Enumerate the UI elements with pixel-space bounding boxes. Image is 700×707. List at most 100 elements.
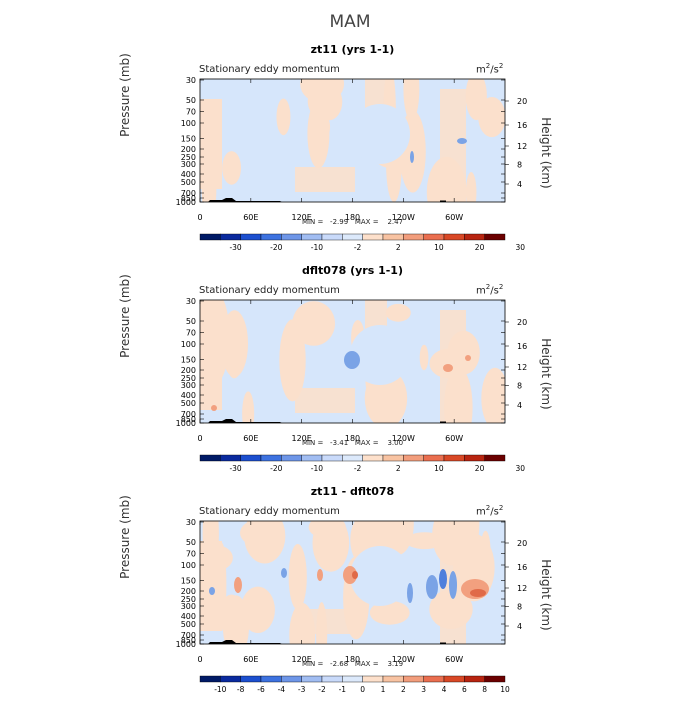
contour-blob — [343, 566, 357, 584]
colorbar-swatch — [301, 233, 323, 241]
y-tick-label-right: 20 — [517, 318, 527, 327]
colorbar-label: 2 — [401, 685, 406, 694]
y-tick-label: 30 — [186, 297, 196, 306]
contour-blob — [314, 114, 331, 140]
contour-blob — [466, 537, 476, 555]
x-tick-label: 120W — [392, 655, 415, 664]
contour-blob — [234, 577, 242, 593]
colorbar-label: 8 — [482, 685, 487, 694]
colorbar-swatch — [443, 454, 465, 462]
y-tick-label-right: 20 — [517, 539, 527, 548]
contour-plot: 3050701001502002503004005007008501000201… — [176, 518, 528, 694]
topography — [440, 200, 446, 202]
contour-blob — [281, 568, 287, 578]
colorbar-swatch — [403, 454, 424, 462]
y-tick-label: 400 — [181, 391, 196, 400]
colorbar-label: -3 — [298, 685, 306, 694]
colorbar-label: 30 — [515, 464, 525, 473]
y-tick-label: 850 — [181, 636, 196, 645]
colorbar-swatch — [443, 233, 465, 241]
contour-blob — [478, 97, 505, 138]
colorbar-label: -6 — [257, 685, 265, 694]
colorbar-swatch — [484, 454, 506, 462]
colorbar-label: 20 — [475, 464, 485, 473]
colorbar-swatch — [362, 233, 384, 241]
y-tick-label: 70 — [186, 108, 196, 117]
panel-title: dflt078 (yrs 1-1) — [302, 264, 403, 277]
colorbar-swatch — [321, 233, 343, 241]
colorbar-swatch — [403, 675, 424, 683]
contour-blob — [292, 307, 319, 337]
colorbar-label: -10 — [311, 243, 323, 252]
contour-blob — [209, 587, 215, 595]
x-tick-label: 60E — [243, 213, 258, 222]
y-tick-label: 300 — [181, 160, 196, 169]
min-max-label: MIN = -2.68 MAX = 3.19 — [301, 660, 404, 668]
x-tick-label: 0 — [197, 655, 202, 664]
y-tick-label: 500 — [181, 178, 196, 187]
y-tick-label: 200 — [181, 145, 196, 154]
panel-2: dflt078 (yrs 1-1) Stationary eddy moment… — [0, 264, 700, 486]
colorbar-label: 20 — [475, 243, 485, 252]
x-tick-label: 60W — [445, 655, 463, 664]
contour-blob — [465, 171, 477, 202]
y-tick-label-right: 8 — [517, 161, 522, 170]
colorbar-swatch — [199, 675, 221, 683]
min-max-label: MIN = -3.41 MAX = 3.00 — [301, 439, 404, 447]
contour-blob — [295, 167, 355, 192]
y-tick-label: 100 — [181, 340, 196, 349]
contour-blob — [200, 99, 222, 189]
y-tick-label: 100 — [181, 119, 196, 128]
colorbar-label: 10 — [434, 464, 444, 473]
y-tick-label-right: 4 — [517, 180, 522, 189]
contour-blob — [457, 138, 467, 144]
contour-blob — [317, 569, 323, 581]
contour-blob — [222, 151, 242, 185]
contour-plot: 3050701001502002503004005007008501000201… — [176, 76, 528, 252]
contour-plot: 3050701001502002503004005007008501000201… — [176, 297, 528, 473]
contour-blob — [443, 364, 453, 372]
y-tick-label: 250 — [181, 153, 196, 162]
colorbar-label: -30 — [229, 464, 241, 473]
y-tick-label: 1000 — [176, 419, 196, 428]
colorbar-swatch — [321, 675, 343, 683]
contour-blob — [449, 571, 457, 599]
contour-blob — [344, 351, 360, 369]
colorbar-swatch — [342, 675, 363, 683]
topography — [208, 419, 282, 423]
y-tick-label-right: 12 — [517, 584, 527, 593]
y-tick-label: 300 — [181, 602, 196, 611]
colorbar-label: -2 — [354, 464, 362, 473]
colorbar-label: -20 — [270, 464, 282, 473]
colorbar-swatch — [403, 233, 424, 241]
y-tick-label: 200 — [181, 587, 196, 596]
colorbar-swatch — [281, 233, 302, 241]
contour-blob — [350, 546, 410, 606]
x-tick-label: 120E — [292, 434, 312, 443]
contour-blob — [410, 151, 414, 163]
y-tick-label: 700 — [181, 189, 196, 198]
colorbar-swatch — [342, 454, 363, 462]
panel-subtitle: Stationary eddy momentum — [199, 506, 340, 517]
panel-title: zt11 (yrs 1-1) — [310, 43, 395, 56]
contour-field — [200, 79, 505, 202]
min-max-label: MIN = -2.99 MAX = 2.47 — [301, 218, 404, 226]
contour-blob — [439, 569, 447, 589]
contour-blob — [211, 405, 217, 411]
x-tick-label: 180 — [345, 655, 360, 664]
y-tick-label: 30 — [186, 76, 196, 85]
y-tick-label: 50 — [186, 538, 196, 547]
colorbar-swatch — [301, 675, 323, 683]
contour-blob — [419, 344, 429, 371]
contour-blob — [470, 589, 486, 597]
colorbar-swatch — [464, 675, 485, 683]
contour-blob — [478, 551, 494, 571]
contour-blob — [295, 609, 355, 634]
colorbar-swatch — [362, 454, 384, 462]
y-tick-label-right: 20 — [517, 97, 527, 106]
y-tick-label: 1000 — [176, 198, 196, 207]
contour-blob — [295, 388, 355, 413]
y-tick-label: 700 — [181, 410, 196, 419]
contour-blob — [481, 367, 505, 423]
colorbar-swatch — [443, 675, 465, 683]
